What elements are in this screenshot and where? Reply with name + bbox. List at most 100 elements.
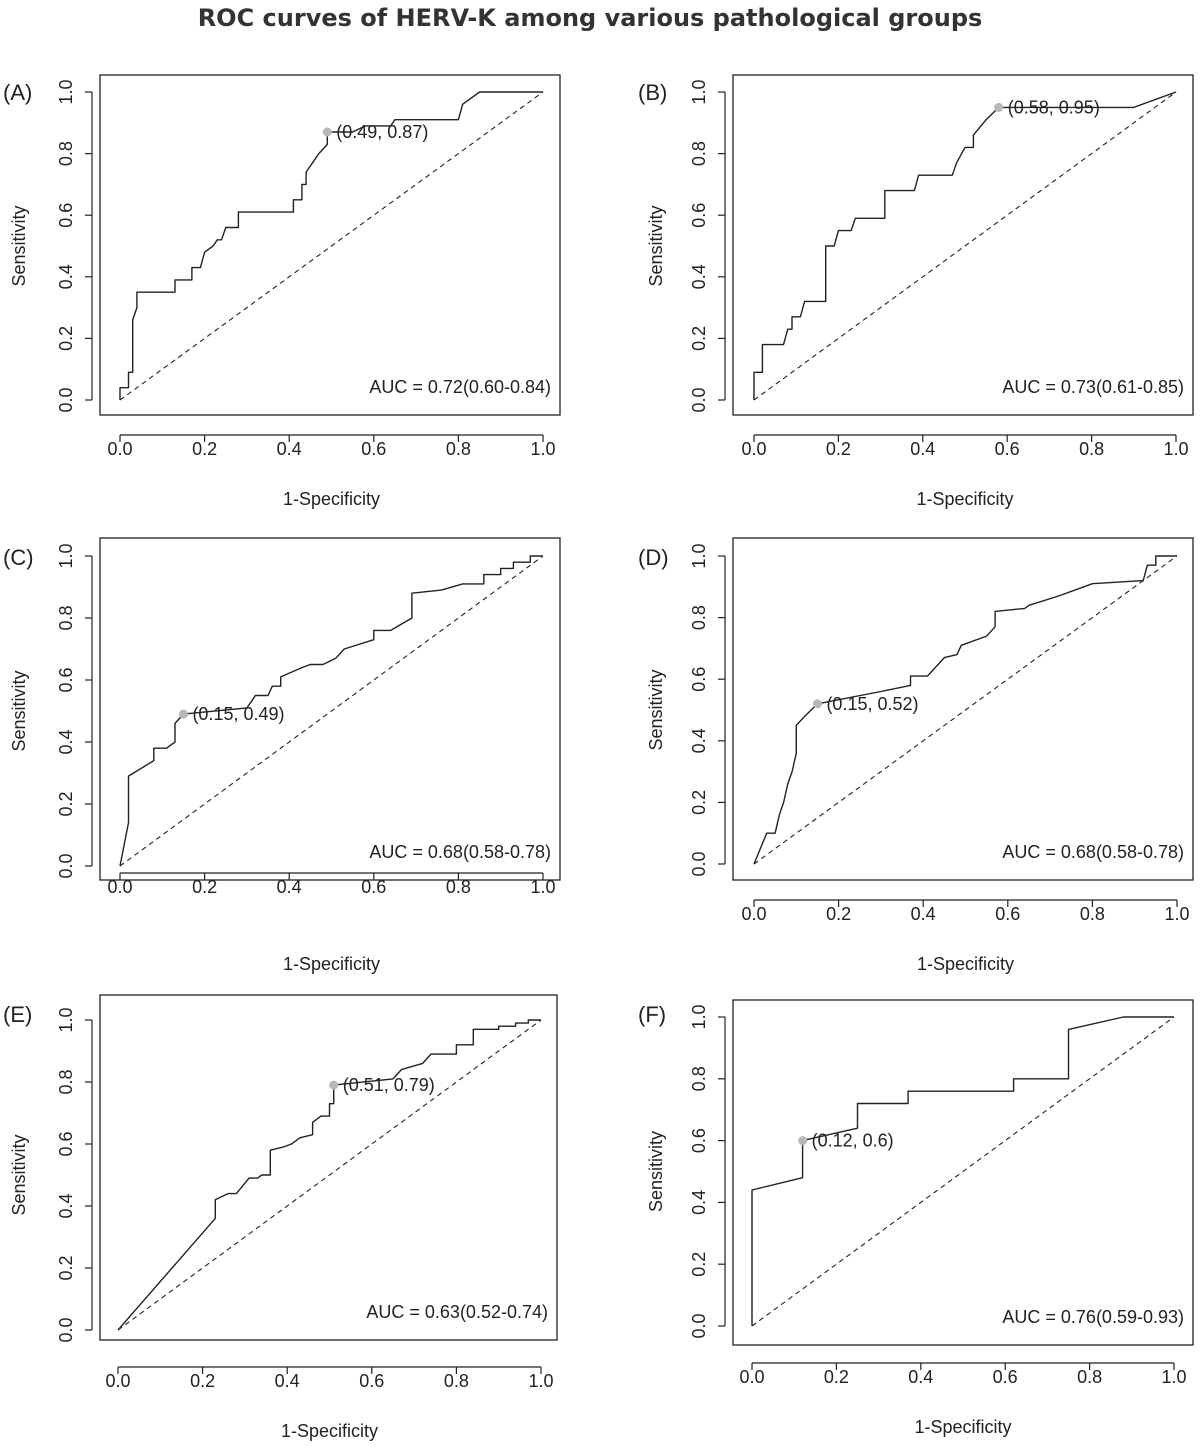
auc-label-d: AUC = 0.68(0.58-0.78) xyxy=(1002,842,1184,862)
reference-diagonal-b xyxy=(753,91,1177,401)
roc-curve-c xyxy=(119,555,543,867)
plot-frame-e xyxy=(99,994,558,1341)
roc-curve-e xyxy=(117,1019,541,1331)
y-tick-label-c-1: 0.2 xyxy=(56,791,76,816)
reference-diagonal-e xyxy=(117,1019,542,1331)
reference-diagonal-c xyxy=(119,555,544,867)
figure-title: ROC curves of HERV-K among various patho… xyxy=(198,4,983,32)
y-tick-label-d-4: 0.8 xyxy=(689,605,709,630)
x-axis-title-d: 1-Specificity xyxy=(917,954,1014,974)
panel-label-a: (A) xyxy=(3,80,32,105)
x-tick-label-d-4: 0.8 xyxy=(1080,904,1105,924)
plot-frame-d xyxy=(732,537,1194,881)
y-tick-label-b-4: 0.8 xyxy=(689,141,709,166)
cutoff-point-f xyxy=(798,1136,808,1146)
x-tick-label-b-4: 0.8 xyxy=(1079,439,1104,459)
y-tick-label-a-0: 0.0 xyxy=(56,387,76,412)
x-tick-label-f-1: 0.2 xyxy=(824,1367,849,1387)
y-axis-title-e: Sensitivity xyxy=(9,1134,29,1215)
plot-frame-c xyxy=(99,537,561,881)
cutoff-label-e: (0.51, 0.79) xyxy=(343,1075,435,1095)
y-tick-label-b-3: 0.6 xyxy=(689,203,709,228)
y-tick-label-f-1: 0.2 xyxy=(689,1252,709,1277)
y-tick-label-a-1: 0.2 xyxy=(56,326,76,351)
x-tick-label-c-3: 0.6 xyxy=(361,877,386,897)
x-tick-label-c-1: 0.2 xyxy=(192,877,217,897)
x-tick-label-f-0: 0.0 xyxy=(739,1367,764,1387)
auc-label-a: AUC = 0.72(0.60-0.84) xyxy=(369,377,551,397)
cutoff-point-c xyxy=(178,709,188,719)
plot-frame-f xyxy=(732,999,1194,1346)
x-axis-title-a: 1-Specificity xyxy=(283,489,380,509)
y-tick-label-c-0: 0.0 xyxy=(56,853,76,878)
x-tick-label-c-2: 0.4 xyxy=(277,877,302,897)
y-axis-title-d: Sensitivity xyxy=(646,669,666,750)
auc-label-c: AUC = 0.68(0.58-0.78) xyxy=(369,842,551,862)
reference-diagonal-a xyxy=(119,91,544,401)
y-tick-label-d-0: 0.0 xyxy=(689,851,709,876)
x-tick-label-f-2: 0.4 xyxy=(908,1367,933,1387)
y-axis-title-b: Sensitivity xyxy=(646,205,666,286)
y-tick-label-e-2: 0.4 xyxy=(56,1193,76,1218)
y-tick-label-f-0: 0.0 xyxy=(689,1313,709,1338)
x-axis-title-f: 1-Specificity xyxy=(914,1417,1011,1437)
y-tick-label-e-0: 0.0 xyxy=(56,1317,76,1342)
panels-group: (A) 0.0 0.2 0.4 0.6 0.8 1.0 0.0 0.2 0.4 0.6 0.8 1.0 1… xyxy=(3,74,1194,1441)
x-tick-label-a-1: 0.2 xyxy=(192,439,217,459)
panel-label-f: (F) xyxy=(638,1002,666,1027)
x-tick-label-d-3: 0.6 xyxy=(995,904,1020,924)
y-axis-title-c: Sensitivity xyxy=(9,670,29,751)
x-tick-label-d-5: 1.0 xyxy=(1164,904,1189,924)
panel-label-c: (C) xyxy=(3,545,34,570)
y-tick-label-a-3: 0.6 xyxy=(56,203,76,228)
x-tick-label-a-3: 0.6 xyxy=(361,439,386,459)
panel-label-e: (E) xyxy=(3,1002,32,1027)
y-tick-label-e-5: 1.0 xyxy=(56,1007,76,1032)
x-tick-label-b-5: 1.0 xyxy=(1163,439,1188,459)
x-tick-label-f-4: 0.8 xyxy=(1077,1367,1102,1387)
x-tick-label-a-2: 0.4 xyxy=(277,439,302,459)
x-tick-label-c-5: 1.0 xyxy=(530,877,555,897)
x-tick-label-a-0: 0.0 xyxy=(107,439,132,459)
y-tick-label-e-3: 0.6 xyxy=(56,1131,76,1156)
y-tick-label-f-4: 0.8 xyxy=(689,1066,709,1091)
y-tick-label-a-2: 0.4 xyxy=(56,264,76,289)
panel-e: (E) 0.0 0.2 0.4 0.6 0.8 1.0 0.0 0.2 0.4 0.6 0.8 1.0 1… xyxy=(3,994,558,1441)
auc-label-f: AUC = 0.76(0.59-0.93) xyxy=(1002,1307,1184,1327)
roc-curve-b xyxy=(753,91,1177,400)
y-tick-label-b-5: 1.0 xyxy=(689,79,709,104)
x-tick-label-a-4: 0.8 xyxy=(446,439,471,459)
y-tick-label-d-1: 0.2 xyxy=(689,790,709,815)
cutoff-point-b xyxy=(994,102,1004,112)
x-axis-title-c: 1-Specificity xyxy=(283,954,380,974)
x-tick-label-e-5: 1.0 xyxy=(528,1371,553,1391)
plot-frame-b xyxy=(732,74,1194,416)
reference-diagonal-d xyxy=(753,555,1178,865)
y-tick-label-a-4: 0.8 xyxy=(56,141,76,166)
x-tick-label-e-1: 0.2 xyxy=(190,1371,215,1391)
panel-d: (D) 0.0 0.2 0.4 0.6 0.8 1.0 0.0 0.2 0.4 0.6 0.8 1.0 1… xyxy=(638,537,1194,974)
cutoff-point-a xyxy=(322,127,332,137)
y-tick-label-f-3: 0.6 xyxy=(689,1128,709,1153)
cutoff-label-b: (0.58, 0.95) xyxy=(1008,97,1100,117)
x-axis-title-b: 1-Specificity xyxy=(916,489,1013,509)
y-tick-label-c-5: 1.0 xyxy=(56,543,76,568)
x-tick-label-c-0: 0.0 xyxy=(107,877,132,897)
y-tick-label-e-4: 0.8 xyxy=(56,1069,76,1094)
x-tick-label-b-2: 0.4 xyxy=(910,439,935,459)
x-tick-label-b-1: 0.2 xyxy=(826,439,851,459)
cutoff-label-c: (0.15, 0.49) xyxy=(192,704,284,724)
cutoff-label-f: (0.12, 0.6) xyxy=(812,1131,894,1151)
cutoff-point-d xyxy=(812,699,822,709)
x-tick-label-d-1: 0.2 xyxy=(826,904,851,924)
x-tick-label-e-4: 0.8 xyxy=(444,1371,469,1391)
auc-label-e: AUC = 0.63(0.52-0.74) xyxy=(366,1302,548,1322)
cutoff-label-d: (0.15, 0.52) xyxy=(826,694,918,714)
x-tick-label-b-0: 0.0 xyxy=(741,439,766,459)
auc-label-b: AUC = 0.73(0.61-0.85) xyxy=(1002,377,1184,397)
y-tick-label-e-1: 0.2 xyxy=(56,1255,76,1280)
y-tick-label-f-2: 0.4 xyxy=(689,1190,709,1215)
roc-curve-f xyxy=(751,1016,1174,1326)
reference-diagonal-f xyxy=(751,1016,1175,1327)
